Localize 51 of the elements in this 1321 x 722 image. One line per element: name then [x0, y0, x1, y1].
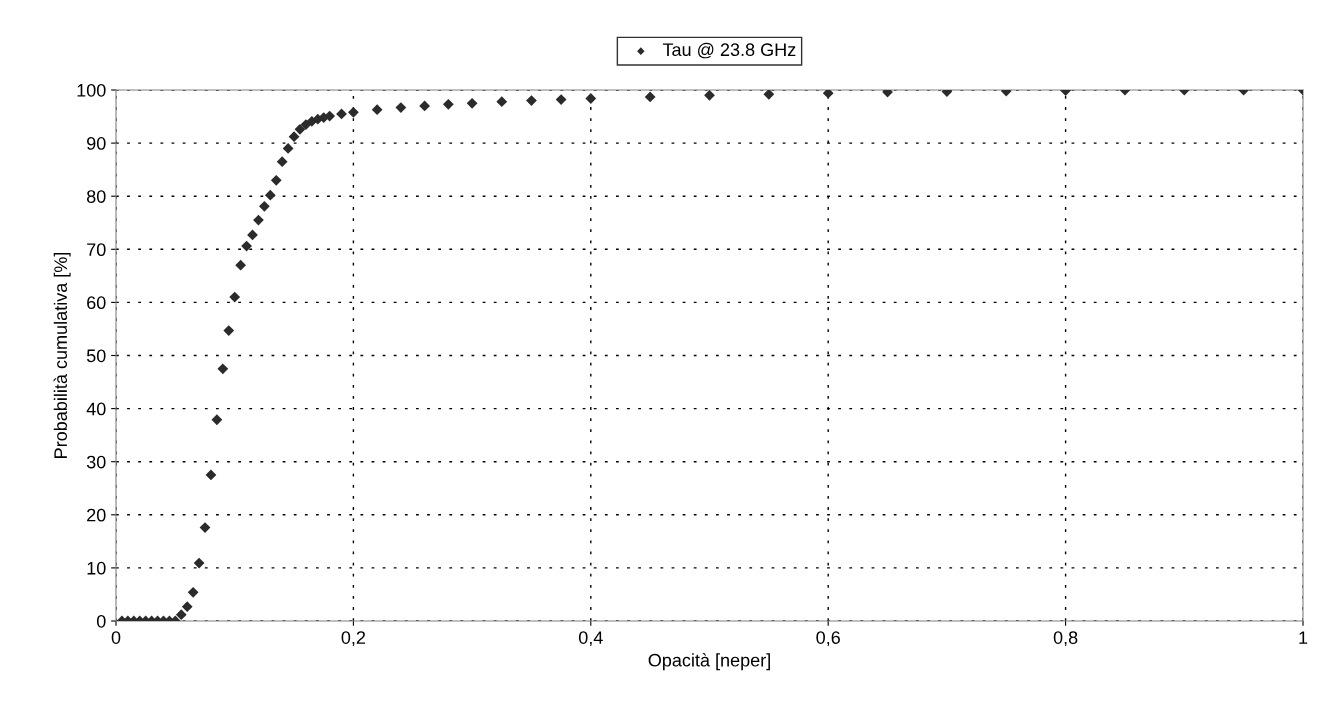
- point: [235, 259, 247, 271]
- point: [217, 363, 229, 375]
- point: [324, 110, 336, 122]
- y-tick-label: 10: [87, 561, 106, 575]
- point: [336, 108, 347, 120]
- point: [348, 106, 359, 118]
- y-tick-label: 50: [86, 349, 106, 363]
- y-tick-label: 60: [87, 296, 106, 310]
- point: [253, 214, 264, 226]
- y-tick-label: 80: [86, 190, 106, 203]
- point: [419, 100, 430, 112]
- legend-label: Tau @ 23.8 GHz: [662, 42, 796, 59]
- point: [294, 123, 306, 135]
- y-tick-label: 90: [87, 137, 106, 150]
- y-tick-label: 70: [87, 243, 106, 257]
- x-axis-title: Opacità [neper]: [648, 653, 770, 671]
- y-tick-label: 20: [87, 508, 106, 522]
- point: [555, 94, 567, 105]
- point: [288, 131, 300, 143]
- point: [264, 189, 276, 201]
- x-tick-label: 0,4: [578, 631, 603, 647]
- point: [223, 325, 235, 336]
- point: [395, 102, 407, 113]
- x-tick-label: 0,6: [816, 631, 840, 647]
- y-axis-title: Probabilità cumulativa [%]: [53, 252, 71, 458]
- y-tick-label: 0: [96, 614, 106, 628]
- point: [259, 200, 270, 212]
- point: [241, 240, 252, 252]
- point: [205, 469, 217, 481]
- point: [526, 95, 537, 106]
- point: [229, 291, 241, 303]
- y-tick-label: 40: [86, 402, 106, 416]
- point: [644, 91, 656, 103]
- x-tick-label: 1: [1299, 631, 1308, 644]
- point: [371, 104, 383, 116]
- point: [442, 98, 454, 110]
- point: [822, 90, 834, 99]
- point: [276, 156, 288, 168]
- point: [282, 143, 294, 154]
- x-tick-label: 0: [111, 631, 121, 644]
- point: [496, 96, 508, 108]
- point: [585, 93, 597, 104]
- point: [704, 90, 715, 101]
- y-tick-label: 100: [77, 83, 106, 97]
- point: [466, 97, 478, 109]
- point: [270, 174, 282, 186]
- x-tick-label: 0,2: [341, 631, 366, 647]
- y-tick-label: 30: [86, 455, 106, 469]
- point: [763, 90, 775, 100]
- x-tick-label: 0,8: [1053, 631, 1078, 647]
- point: [211, 414, 223, 426]
